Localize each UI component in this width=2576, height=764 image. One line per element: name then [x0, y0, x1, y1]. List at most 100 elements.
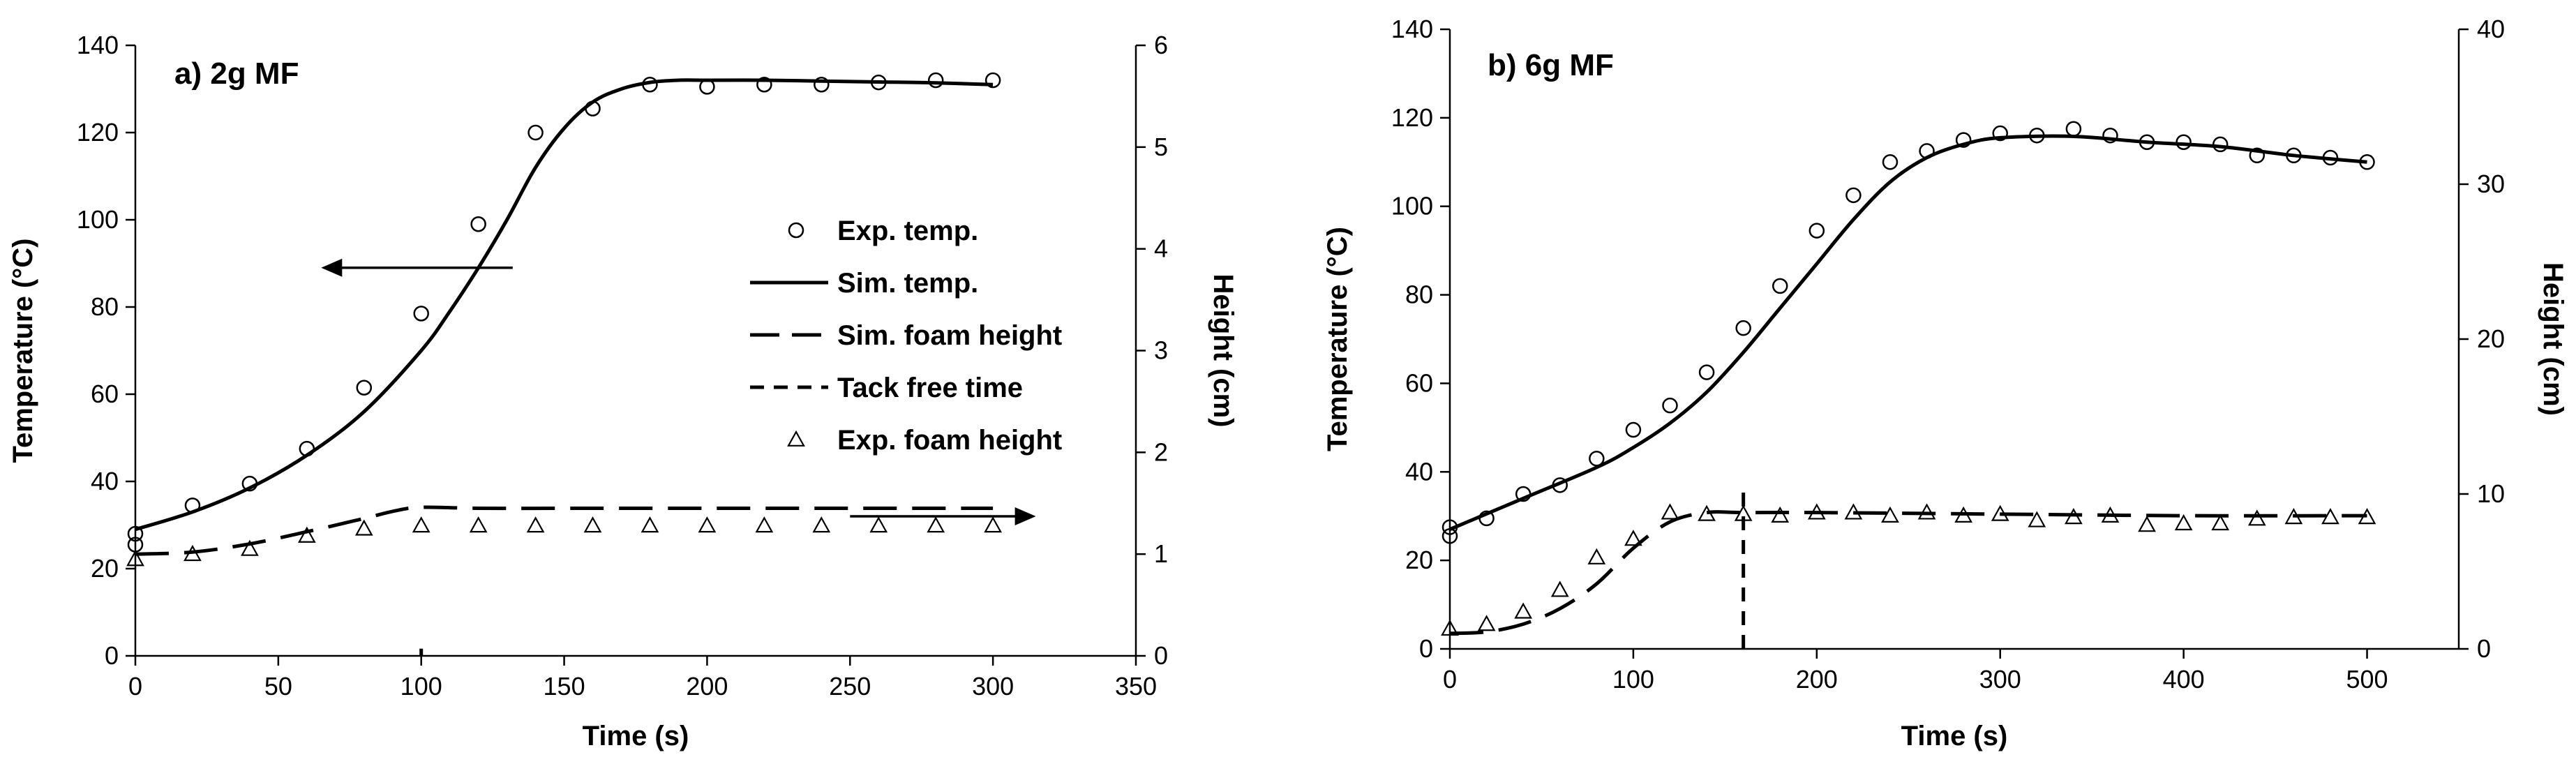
x-tick-label: 100	[1612, 665, 1654, 694]
y-tick-label: 40	[1405, 457, 1433, 486]
series-exp-foam-height	[126, 516, 1003, 567]
legend: Exp. temp. Sim. temp. Sim. foam height Tack…	[750, 216, 1062, 456]
data-point-circle	[814, 77, 830, 93]
x-tick-label: 500	[2346, 665, 2388, 694]
data-point-circle	[1772, 278, 1788, 294]
y2-tick-label: 10	[2477, 479, 2505, 508]
series-exp-temp	[1441, 121, 2375, 544]
panel-a: 0 50 100 150 200 250 300 3500204060801001201400…	[8, 31, 1238, 751]
data-point-circle	[1698, 364, 1715, 380]
y-tick-label: 80	[1405, 280, 1433, 309]
series-line	[135, 78, 994, 532]
data-point-circle	[356, 380, 373, 396]
arrow-to-temperature-axis	[321, 258, 513, 277]
data-point-circle	[127, 525, 144, 542]
y2-tick-label: 20	[2477, 324, 2505, 353]
data-point-triangle	[2174, 514, 2193, 531]
data-point-triangle	[583, 516, 602, 533]
data-point-triangle	[2358, 508, 2376, 525]
y-tick-label: 140	[77, 31, 119, 59]
data-point-circle	[1735, 320, 1751, 336]
data-point-triangle	[2101, 506, 2120, 523]
data-point-circle	[1662, 397, 1678, 414]
data-point-triangle	[1807, 503, 1826, 520]
x-tick-label: 300	[972, 672, 1014, 701]
data-point-triangle	[869, 516, 888, 533]
data-point-triangle	[1771, 506, 1790, 523]
legend-label: Exp. temp.	[837, 216, 978, 246]
series-line	[1449, 134, 2367, 532]
data-point-circle	[1882, 154, 1899, 170]
x-tick-label: 400	[2163, 665, 2205, 694]
data-point-triangle	[927, 516, 945, 533]
data-point-triangle	[1550, 581, 1569, 597]
y-tick-label: 80	[91, 292, 119, 321]
data-point-circle	[2212, 136, 2229, 153]
legend-label: Exp. foam height	[837, 425, 1062, 456]
y2-tick-label: 1	[1154, 539, 1168, 568]
data-point-triangle	[2138, 516, 2156, 532]
y-tick-label: 20	[91, 554, 119, 583]
arrow-head	[1014, 507, 1036, 525]
y-tick-label: 40	[91, 467, 119, 495]
x-tick-label: 150	[544, 672, 585, 701]
data-point-triangle	[1441, 619, 1459, 636]
data-point-circle	[756, 77, 772, 93]
data-point-triangle	[641, 516, 659, 533]
arrow-head	[321, 258, 343, 277]
data-point-triangle	[1624, 530, 1642, 546]
x-tick-label: 300	[1979, 665, 2021, 694]
x-axis-title: Time (s)	[1901, 721, 2008, 751]
data-point-triangle	[126, 550, 144, 567]
data-point-triangle	[469, 516, 488, 533]
data-point-triangle	[812, 516, 831, 533]
legend-label: Sim. foam height	[837, 320, 1062, 351]
data-point-triangle	[1661, 503, 1679, 520]
y-tick-label: 120	[1391, 103, 1433, 132]
x-tick-label: 50	[264, 672, 292, 701]
y-tick-label: 140	[1391, 15, 1433, 43]
legend-label: Sim. temp.	[837, 268, 978, 299]
data-point-circle	[1992, 125, 2008, 142]
y-tick-label: 20	[1405, 546, 1433, 574]
data-point-triangle	[1844, 503, 1863, 520]
data-point-triangle	[755, 516, 774, 533]
y2-tick-label: 0	[1154, 641, 1168, 670]
data-point-triangle	[1698, 504, 1716, 521]
data-point-triangle	[1514, 602, 1533, 619]
x-axis-title: Time (s)	[583, 721, 689, 751]
data-point-triangle	[2247, 509, 2266, 526]
y-tick-label: 100	[1391, 192, 1433, 220]
data-point-circle	[413, 306, 429, 322]
y-tick-label: 60	[91, 380, 119, 408]
x-tick-label: 100	[400, 672, 442, 701]
data-point-triangle	[2321, 508, 2339, 525]
x-tick-label: 200	[1796, 665, 1838, 694]
data-point-triangle	[1477, 615, 1496, 631]
data-point-triangle	[2065, 508, 2083, 525]
data-point-circle	[527, 124, 544, 141]
legend-symbol-circle	[788, 222, 804, 239]
panel-title: b) 6g MF	[1488, 48, 1614, 82]
panel-b: 0 100 200 300 400 500 0 20 40 60 80 100 120 140 0 10 20 3…	[1322, 15, 2568, 751]
data-point-triangle	[297, 526, 316, 543]
y-axis-title: Temperature (°C)	[8, 239, 38, 463]
series-line	[1449, 510, 2367, 636]
data-point-triangle	[1991, 504, 2009, 521]
data-point-triangle	[984, 516, 1003, 533]
data-point-circle	[2249, 147, 2266, 164]
y-tick-label: 0	[1419, 634, 1433, 663]
data-point-circle	[984, 72, 1001, 89]
data-point-triangle	[1734, 504, 1753, 521]
y2-axis-title: Height (cm)	[2538, 262, 2568, 416]
y2-axis-title: Height (cm)	[1208, 274, 1238, 428]
data-point-circle	[1625, 421, 1642, 438]
series-sim-temp	[1449, 134, 2367, 532]
y-tick-label: 0	[105, 641, 119, 670]
y2-tick-label: 5	[1154, 133, 1168, 161]
data-point-triangle	[1954, 506, 1973, 523]
data-point-circle	[2176, 134, 2192, 150]
y2-tick-label: 3	[1154, 336, 1168, 365]
data-point-triangle	[1917, 503, 1936, 520]
